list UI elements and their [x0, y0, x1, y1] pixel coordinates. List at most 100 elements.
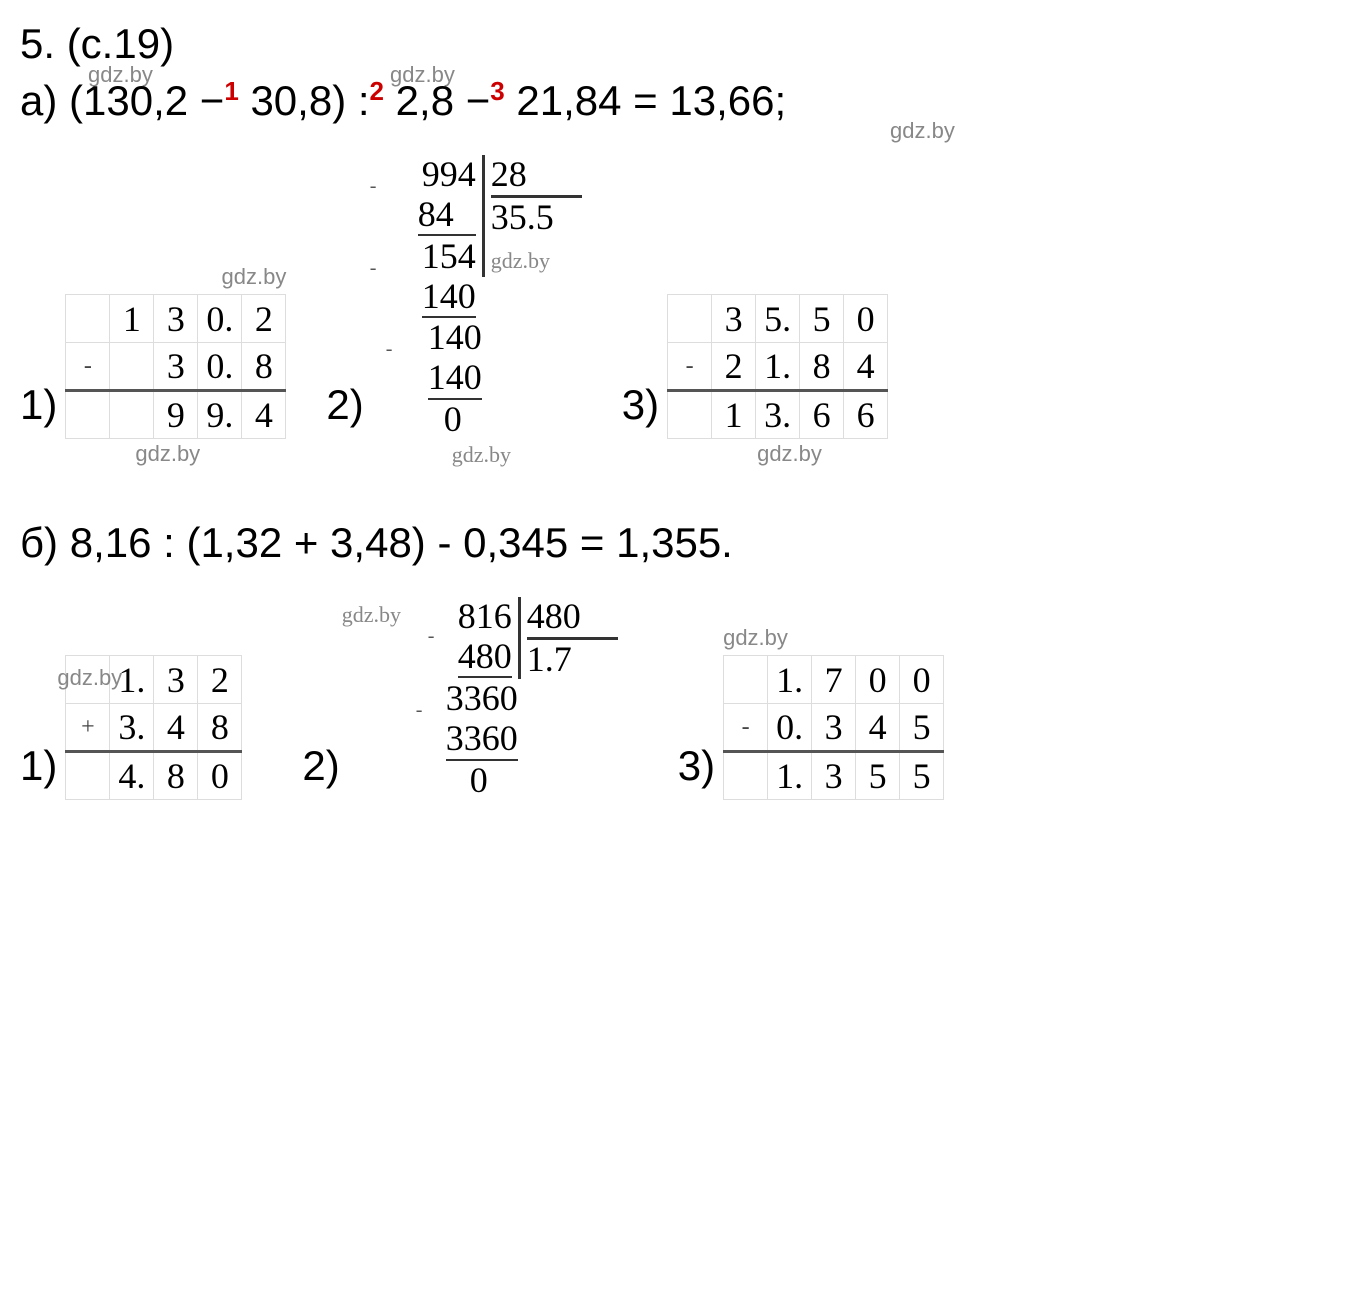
table-row: 1 3 0. 2 [66, 295, 286, 343]
op-cell: - [724, 704, 768, 752]
cell: 6 [800, 391, 844, 439]
cell: 3 [154, 656, 198, 704]
cell [66, 295, 110, 343]
cell: 2 [242, 295, 286, 343]
watermark: gdz.by [757, 441, 822, 467]
cell: 0 [844, 295, 888, 343]
step-label: 3) [678, 742, 715, 790]
div-line: 3360 [446, 678, 518, 718]
table-row: + 3. 4 8 [66, 704, 242, 752]
cell [66, 391, 110, 439]
op-cell: + [66, 704, 110, 752]
cell: 0 [198, 752, 242, 800]
cell: 4 [844, 343, 888, 391]
cell: 5. [756, 295, 800, 343]
cell: 5 [900, 752, 944, 800]
cell: 3 [154, 295, 198, 343]
cell: 3. [110, 704, 154, 752]
watermark: gdz.by [452, 443, 511, 467]
cell: 0. [198, 343, 242, 391]
cell: 0 [856, 656, 900, 704]
eq-text: а) (130,2 − [20, 77, 224, 124]
problem-number: 5. (с.19) [20, 20, 174, 67]
cell: 2 [198, 656, 242, 704]
work-item-1: 1) gdz.by 1. 3 2 + 3. 4 8 4. [20, 655, 242, 800]
table-row: - 0. 3 4 5 [724, 704, 944, 752]
div-line: 0 [470, 760, 488, 800]
watermark: gdz.by [135, 441, 200, 467]
cell: 3 [154, 343, 198, 391]
table-row: - 3 0. 8 [66, 343, 286, 391]
subtraction-grid: 1. 7 0 0 - 0. 3 4 5 1. 3 5 5 [723, 655, 944, 800]
sup: 2 [370, 76, 384, 106]
cell: 5 [900, 704, 944, 752]
step-label: 2) [326, 381, 363, 429]
cell: 8 [800, 343, 844, 391]
cell: 0 [900, 656, 944, 704]
cell [66, 752, 110, 800]
cell: 3 [812, 752, 856, 800]
long-division: gdz.by 816 480 - 480 1.7 - 3360 3360 0 [348, 597, 618, 800]
step-label: 2) [302, 742, 339, 790]
table-row: - 2 1. 8 4 [668, 343, 888, 391]
cell: 1. [768, 752, 812, 800]
table-row: 1. 3 5 5 [724, 752, 944, 800]
cell: 5 [800, 295, 844, 343]
cell: 4 [242, 391, 286, 439]
div-line: 480 [458, 637, 512, 679]
eq-text: 21,84 = 13,66; [505, 77, 786, 124]
cell: 1. [756, 343, 800, 391]
cell: 1. [768, 656, 812, 704]
cell: 8 [154, 752, 198, 800]
cell [724, 656, 768, 704]
work-item-2: 2) - 994 28 84 35.5 - 154 gdz.by [326, 155, 581, 439]
div-line: 3360 [446, 719, 518, 761]
watermark: gdz.by [723, 625, 788, 651]
watermark: gdz.by [57, 665, 122, 691]
cell: 9 [154, 391, 198, 439]
op-cell: - [66, 343, 110, 391]
table-row: 1. 7 0 0 [724, 656, 944, 704]
cell [110, 391, 154, 439]
cell: 9. [198, 391, 242, 439]
cell: 3 [812, 704, 856, 752]
quotient: 35.5 [491, 195, 582, 238]
cell: 6 [844, 391, 888, 439]
cell: 0. [768, 704, 812, 752]
subtraction-grid: 1 3 0. 2 - 3 0. 8 9 9. 4 [65, 294, 286, 439]
cell: 0. [198, 295, 242, 343]
watermark: gdz.by [491, 248, 550, 273]
cell: 1 [110, 295, 154, 343]
op-cell: - [668, 343, 712, 391]
quotient: 1.7 [527, 637, 618, 680]
cell [668, 295, 712, 343]
subtraction-grid: 3 5. 5 0 - 2 1. 8 4 1 3. 6 6 [667, 294, 888, 439]
cell: 3 [712, 295, 756, 343]
eq-text: 30,8) : [239, 77, 370, 124]
dividend: 994 [422, 154, 476, 194]
cell [668, 391, 712, 439]
div-line: 140 [422, 277, 476, 319]
watermark: gdz.by [890, 118, 955, 144]
table-row: 4. 8 0 [66, 752, 242, 800]
step-label: 1) [20, 381, 57, 429]
cell: 5 [856, 752, 900, 800]
cell: 2 [712, 343, 756, 391]
work-row-b: 1) gdz.by 1. 3 2 + 3. 4 8 4. [20, 597, 1325, 800]
sup: 3 [490, 76, 504, 106]
sup: 1 [224, 76, 238, 106]
equation-b: б) 8,16 : (1,32 + 3,48) - 0,345 = 1,355. [20, 519, 1325, 567]
div-line: 140 [428, 317, 482, 357]
watermark: gdz.by [222, 264, 287, 290]
div-line: 0 [444, 399, 462, 439]
step-label: 1) [20, 742, 57, 790]
table-row: 3 5. 5 0 [668, 295, 888, 343]
work-row-a: 1) gdz.by 1 3 0. 2 - 3 0. 8 [20, 155, 1325, 439]
table-row: 1 3. 6 6 [668, 391, 888, 439]
work-item-2: 2) gdz.by 816 480 - 480 1.7 - 3360 [302, 597, 617, 800]
cell [110, 343, 154, 391]
work-item-3: 3) 3 5. 5 0 - 2 1. 8 4 [622, 294, 888, 439]
eq-text: б) 8,16 : (1,32 + 3,48) - 0,345 = 1,355. [20, 519, 733, 566]
divisor: 480 [527, 596, 581, 636]
problem-header: 5. (с.19) gdz.by gdz.by [20, 20, 1325, 68]
